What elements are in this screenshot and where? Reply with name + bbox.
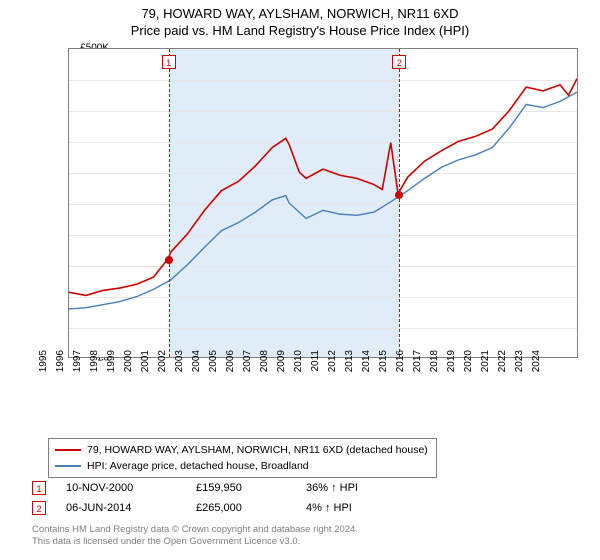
- x-tick-label: 2007: [242, 350, 253, 380]
- legend-item: HPI: Average price, detached house, Broa…: [55, 458, 428, 474]
- x-tick-label: 1999: [106, 350, 117, 380]
- sale-price: £159,950: [196, 482, 306, 494]
- legend: 79, HOWARD WAY, AYLSHAM, NORWICH, NR11 6…: [48, 438, 437, 478]
- x-tick-label: 2011: [310, 350, 321, 380]
- x-tick-label: 2019: [446, 350, 457, 380]
- x-tick-label: 1996: [55, 350, 66, 380]
- x-tick-label: 2006: [225, 350, 236, 380]
- series-line: [69, 79, 577, 296]
- sale-delta: 36% ↑ HPI: [306, 482, 426, 494]
- x-tick-label: 2012: [327, 350, 338, 380]
- x-tick-label: 2001: [140, 350, 151, 380]
- x-tick-label: 2016: [395, 350, 406, 380]
- sale-marker-badge: 2: [392, 55, 406, 69]
- sale-row-badge: 1: [32, 481, 46, 495]
- x-tick-label: 2014: [361, 350, 372, 380]
- legend-swatch: [55, 449, 81, 451]
- footnote-line1: Contains HM Land Registry data © Crown c…: [32, 524, 358, 536]
- x-tick-label: 2009: [276, 350, 287, 380]
- x-tick-label: 2021: [480, 350, 491, 380]
- title-block: 79, HOWARD WAY, AYLSHAM, NORWICH, NR11 6…: [0, 0, 600, 38]
- x-tick-label: 2003: [174, 350, 185, 380]
- x-tick-label: 2010: [293, 350, 304, 380]
- sale-marker-dot: [165, 256, 173, 264]
- sale-row: 2 06-JUN-2014£265,0004% ↑ HPI: [32, 498, 426, 518]
- x-tick-label: 2000: [123, 350, 134, 380]
- x-tick-label: 2023: [514, 350, 525, 380]
- x-tick-label: 2004: [191, 350, 202, 380]
- sale-marker-dot: [395, 191, 403, 199]
- line-series-svg: [69, 49, 577, 357]
- sales-table: 1 10-NOV-2000£159,95036% ↑ HPI 2 06-JUN-201…: [32, 478, 426, 518]
- plot-area: 12: [68, 48, 578, 358]
- x-tick-label: 2022: [497, 350, 508, 380]
- x-tick-label: 1995: [38, 350, 49, 380]
- sale-delta: 4% ↑ HPI: [306, 502, 426, 514]
- title-sub: Price paid vs. HM Land Registry's House …: [0, 23, 600, 38]
- x-tick-label: 2008: [259, 350, 270, 380]
- legend-item: 79, HOWARD WAY, AYLSHAM, NORWICH, NR11 6…: [55, 442, 428, 458]
- x-tick-label: 2017: [412, 350, 423, 380]
- legend-label: 79, HOWARD WAY, AYLSHAM, NORWICH, NR11 6…: [87, 444, 428, 456]
- x-tick-label: 2005: [208, 350, 219, 380]
- footnote-line2: This data is licensed under the Open Gov…: [32, 536, 358, 548]
- series-line: [69, 92, 577, 309]
- sale-row-badge: 2: [32, 501, 46, 515]
- x-tick-label: 2002: [157, 350, 168, 380]
- chart: £0£50K£100K£150K£200K£250K£300K£350K£400…: [30, 48, 585, 398]
- sale-date: 06-JUN-2014: [66, 502, 196, 514]
- x-tick-label: 2013: [344, 350, 355, 380]
- legend-swatch: [55, 465, 81, 467]
- chart-container: 79, HOWARD WAY, AYLSHAM, NORWICH, NR11 6…: [0, 0, 600, 560]
- sale-marker-line: [399, 49, 400, 357]
- sale-price: £265,000: [196, 502, 306, 514]
- footnote: Contains HM Land Registry data © Crown c…: [32, 524, 358, 548]
- x-tick-label: 1998: [89, 350, 100, 380]
- title-main: 79, HOWARD WAY, AYLSHAM, NORWICH, NR11 6…: [0, 6, 600, 21]
- x-tick-label: 2024: [531, 350, 542, 380]
- legend-label: HPI: Average price, detached house, Broa…: [87, 460, 309, 472]
- x-tick-label: 1997: [72, 350, 83, 380]
- x-tick-label: 2015: [378, 350, 389, 380]
- sale-date: 10-NOV-2000: [66, 482, 196, 494]
- x-tick-label: 2018: [429, 350, 440, 380]
- sale-row: 1 10-NOV-2000£159,95036% ↑ HPI: [32, 478, 426, 498]
- sale-marker-badge: 1: [162, 55, 176, 69]
- x-tick-label: 2020: [463, 350, 474, 380]
- sale-marker-line: [169, 49, 170, 357]
